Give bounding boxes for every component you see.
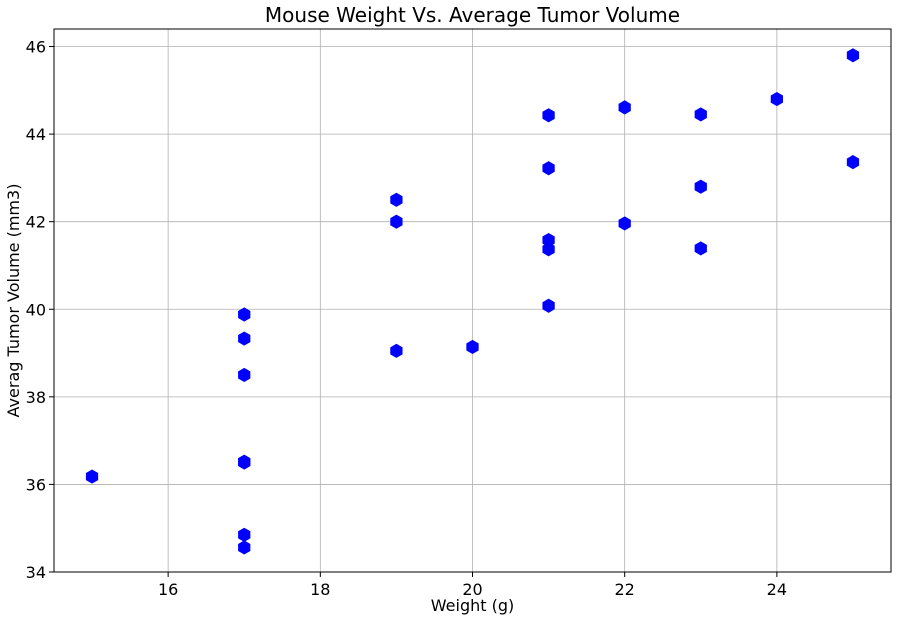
data-point [85,469,99,484]
data-point [238,455,251,470]
y-tick-label: 42 [26,213,46,232]
y-axis-ticks: 34 36 38 40 42 44 46 [26,38,54,582]
chart-title: Mouse Weight Vs. Average Tumor Volume [265,3,680,27]
y-tick-label: 38 [26,388,46,407]
y-tick-label: 44 [26,125,46,144]
data-points [85,48,860,555]
data-point [618,216,631,231]
data-point [694,241,707,256]
x-tick-label: 20 [462,580,482,599]
data-point [238,527,251,542]
data-point [238,367,251,383]
x-axis-ticks: 16 18 20 22 24 [158,572,787,599]
data-point [238,331,251,346]
data-point [238,540,251,555]
data-point [770,91,783,107]
data-point [694,179,707,194]
data-point [846,155,860,170]
data-point [542,242,555,257]
data-point [390,192,403,207]
data-point [542,161,555,176]
y-axis-label: Averag Tumor Volume (mm3) [4,184,23,418]
data-point [390,214,403,229]
data-point [542,108,555,123]
data-point [466,339,479,354]
data-point [846,48,860,63]
data-point [390,343,403,358]
x-tick-label: 24 [767,580,787,599]
y-tick-label: 36 [26,475,46,494]
data-point [618,100,631,115]
y-tick-label: 40 [26,300,46,319]
x-tick-label: 16 [158,580,178,599]
data-point [694,107,707,122]
data-point [238,307,251,322]
x-axis-label: Weight (g) [431,596,514,615]
x-tick-label: 22 [615,580,635,599]
x-tick-label: 18 [310,580,330,599]
y-tick-label: 34 [26,563,46,582]
y-tick-label: 46 [26,38,46,57]
data-point [542,298,555,313]
